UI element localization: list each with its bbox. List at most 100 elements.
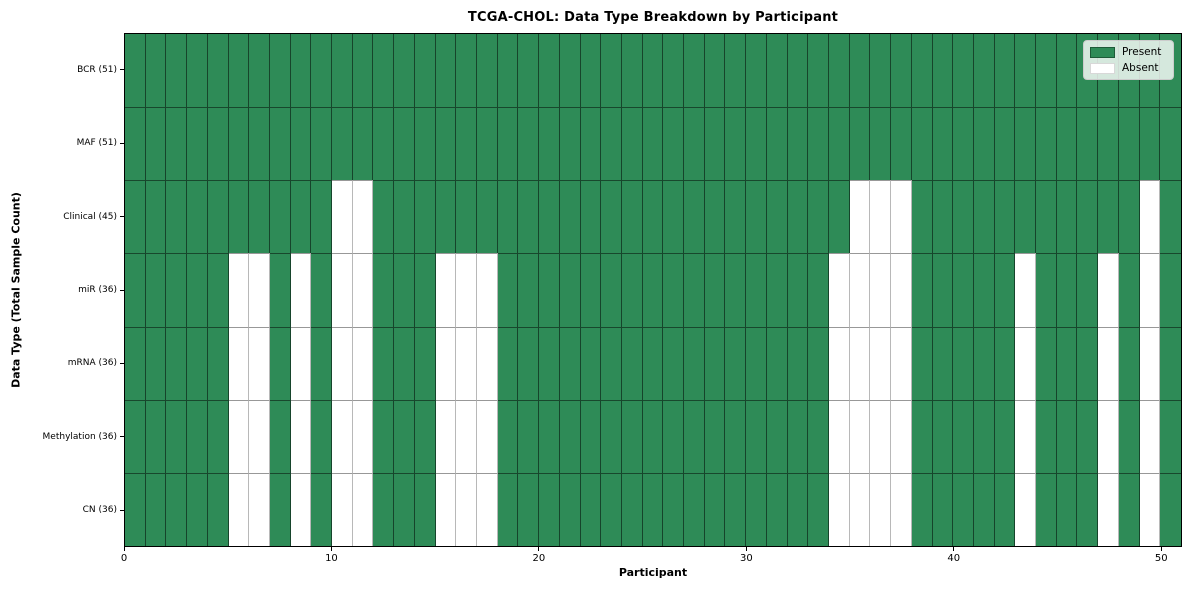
heatmap-cell-mrna-p16	[456, 326, 477, 400]
heatmap-cell-mir-p37	[891, 253, 912, 327]
heatmap-cell-maf-p27	[684, 107, 705, 181]
heatmap-cell-maf-p38	[911, 107, 933, 181]
x-tick-label-10: 10	[325, 553, 338, 564]
heatmap-cell-bcr-p23	[601, 34, 622, 108]
heatmap-cell-mir-p11	[352, 253, 374, 327]
heatmap-cell-mir-p5	[228, 253, 250, 327]
heatmap-cell-methylation-p21	[559, 399, 581, 473]
heatmap-cell-maf-p4	[207, 107, 229, 181]
heatmap-cell-methylation-p28	[704, 399, 726, 473]
heatmap-cell-mrna-p2	[166, 326, 188, 400]
heatmap-cell-methylation-p40	[953, 399, 974, 473]
heatmap-cell-clinical-p10	[332, 180, 353, 254]
heatmap-cell-clinical-p23	[601, 180, 622, 254]
y-tick-mark-maf	[120, 142, 124, 144]
heatmap-cell-cn-p41	[973, 472, 995, 546]
heatmap-cell-bcr-p13	[394, 34, 415, 108]
heatmap-cell-clinical-p6	[249, 180, 270, 254]
y-tick-mark-mir	[120, 289, 124, 291]
heatmap-cell-bcr-p16	[456, 34, 477, 108]
heatmap-cell-mrna-p13	[394, 326, 415, 400]
x-tick-label-30: 30	[739, 553, 753, 564]
heatmap-cell-mir-p49	[1139, 253, 1161, 327]
x-tick-label-0: 0	[120, 553, 128, 564]
heatmap-cell-mrna-p37	[891, 326, 912, 400]
y-tick-label-methylation: Methylation (36)	[42, 431, 117, 442]
heatmap-cell-mrna-p44	[1036, 326, 1057, 400]
heatmap-cell-mir-p18	[497, 253, 519, 327]
heatmap-cell-mrna-p33	[808, 326, 829, 400]
x-axis-label: Participant	[618, 566, 688, 579]
heatmap-cell-maf-p12	[373, 107, 395, 181]
heatmap-cell-clinical-p39	[932, 180, 954, 254]
heatmap-cell-bcr-p27	[684, 34, 705, 108]
heatmap-cell-maf-p50	[1160, 107, 1181, 181]
heatmap-cell-maf-p26	[663, 107, 685, 181]
heatmap-cell-maf-p0	[125, 107, 146, 181]
heatmap-cell-cn-p10	[332, 472, 353, 546]
heatmap-cell-mrna-p10	[332, 326, 353, 400]
heatmap-cell-cn-p37	[891, 472, 912, 546]
heatmap-cell-mrna-p24	[621, 326, 643, 400]
heatmap-cell-bcr-p7	[269, 34, 291, 108]
heatmap-cell-bcr-p28	[704, 34, 726, 108]
heatmap-grid	[125, 34, 1181, 546]
heatmap-cell-maf-p23	[601, 107, 622, 181]
heatmap-cell-maf-p32	[787, 107, 809, 181]
heatmap-cell-clinical-p50	[1160, 180, 1181, 254]
heatmap-cell-maf-p8	[290, 107, 312, 181]
x-tick-mark-20	[538, 547, 540, 551]
heatmap-cell-methylation-p18	[497, 399, 519, 473]
heatmap-cell-bcr-p25	[642, 34, 664, 108]
heatmap-cell-mir-p46	[1077, 253, 1099, 327]
heatmap-cell-mrna-p35	[849, 326, 871, 400]
heatmap-cell-mrna-p39	[932, 326, 954, 400]
heatmap-cell-mrna-p14	[414, 326, 436, 400]
heatmap-cell-clinical-p11	[352, 180, 374, 254]
heatmap-cell-cn-p32	[787, 472, 809, 546]
heatmap-cell-cn-p5	[228, 472, 250, 546]
x-tick-label-40: 40	[947, 553, 961, 564]
heatmap-cell-maf-p35	[849, 107, 871, 181]
heatmap-cell-clinical-p32	[787, 180, 809, 254]
heatmap-cell-bcr-p37	[891, 34, 912, 108]
y-tick-label-bcr: BCR (51)	[77, 64, 117, 75]
heatmap-cell-bcr-p43	[1015, 34, 1037, 108]
heatmap-cell-maf-p14	[414, 107, 436, 181]
heatmap-cell-bcr-p20	[539, 34, 560, 108]
heatmap-cell-clinical-p13	[394, 180, 415, 254]
heatmap-cell-mir-p29	[725, 253, 747, 327]
heatmap-cell-methylation-p6	[249, 399, 270, 473]
heatmap-cell-mir-p9	[311, 253, 333, 327]
heatmap-cell-cn-p38	[911, 472, 933, 546]
heatmap-cell-mrna-p4	[207, 326, 229, 400]
heatmap-cell-bcr-p18	[497, 34, 519, 108]
heatmap-cell-mir-p41	[973, 253, 995, 327]
heatmap-cell-cn-p20	[539, 472, 560, 546]
heatmap-cell-cn-p29	[725, 472, 747, 546]
legend-item-present: Present	[1090, 46, 1166, 58]
heatmap-cell-bcr-p33	[808, 34, 829, 108]
heatmap-cell-mir-p45	[1056, 253, 1078, 327]
heatmap-cell-maf-p1	[145, 107, 167, 181]
heatmap-cell-mrna-p6	[249, 326, 270, 400]
heatmap-cell-mrna-p31	[766, 326, 788, 400]
heatmap-cell-methylation-p34	[829, 399, 850, 473]
heatmap-cell-bcr-p32	[787, 34, 809, 108]
heatmap-cell-mrna-p43	[1015, 326, 1037, 400]
legend-present-label: Present	[1122, 46, 1162, 58]
heatmap-cell-mrna-p34	[829, 326, 850, 400]
heatmap-cell-clinical-p30	[746, 180, 767, 254]
heatmap-cell-maf-p25	[642, 107, 664, 181]
heatmap-cell-mrna-p15	[435, 326, 457, 400]
chart-title: TCGA-CHOL: Data Type Breakdown by Partic…	[467, 10, 839, 25]
heatmap-cell-methylation-p16	[456, 399, 477, 473]
heatmap-cell-clinical-p25	[642, 180, 664, 254]
heatmap-cell-bcr-p30	[746, 34, 767, 108]
heatmap-cell-methylation-p45	[1056, 399, 1078, 473]
heatmap-cell-cn-p26	[663, 472, 685, 546]
legend: Present Absent	[1083, 40, 1174, 80]
heatmap-cell-clinical-p43	[1015, 180, 1037, 254]
heatmap-cell-maf-p11	[352, 107, 374, 181]
